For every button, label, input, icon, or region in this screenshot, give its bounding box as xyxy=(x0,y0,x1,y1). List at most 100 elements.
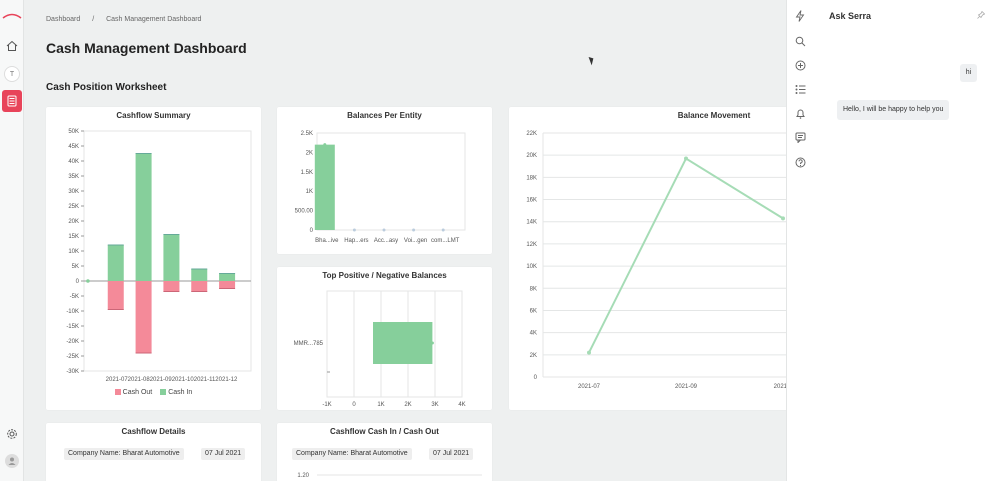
user-message: hi xyxy=(960,64,977,82)
y-tick-label: 20K xyxy=(68,219,79,225)
y-tick-label: 14K xyxy=(526,220,537,226)
x-tick-labels: 2021-072021-082021-092021-102021-112021-… xyxy=(106,377,238,383)
bar-Bha...ive xyxy=(314,144,335,230)
date-chip[interactable]: 07 Jul 2021 xyxy=(429,448,474,460)
y-tick-label: 20K xyxy=(526,153,537,159)
bar-cash-out-2021-10 xyxy=(163,281,180,292)
help-icon[interactable] xyxy=(793,155,807,169)
x-tick-label: 2021-07 xyxy=(578,384,601,390)
breadcrumb-current: Cash Management Dashboard xyxy=(106,16,202,23)
card-title: Top Positive / Negative Balances xyxy=(322,271,447,280)
y-tick-label: -15K xyxy=(66,324,79,330)
line-point-2021-09 xyxy=(684,156,688,161)
y-tick-label: 5K xyxy=(72,264,79,270)
company-chip[interactable]: Company Name: Bharat Automotive xyxy=(292,448,412,460)
bar-MMR...785 xyxy=(373,322,433,364)
balance-movement-chart: 22K 20K 18K 16K 14K 12K 10K 8K 6K 4K 2K 0 2021-07 202… xyxy=(526,131,799,390)
y-tick-label: -5K xyxy=(70,294,79,300)
cashflow-summary-card: Cashflow Summary 50K 45K 40K 35K 30K 25K 20K 15… xyxy=(46,107,261,410)
y-tick-label: 16K xyxy=(526,198,537,204)
y-tick-label: 18K xyxy=(526,175,537,181)
x-tick-label: 2021-1 xyxy=(774,384,793,390)
plus-circle-icon[interactable] xyxy=(793,58,807,72)
bar-point-MMR...785 xyxy=(430,341,434,345)
lightning-icon[interactable] xyxy=(793,9,807,23)
search-icon[interactable] xyxy=(793,34,807,48)
legend-cash-in[interactable]: Cash In xyxy=(160,389,192,396)
pin-icon[interactable] xyxy=(977,10,986,21)
y-tick-label: 1K xyxy=(306,189,313,195)
bar-cash-out-2021-12 xyxy=(219,281,236,289)
user-icon[interactable] xyxy=(5,454,19,468)
y-tick-label: -20K xyxy=(66,339,79,345)
balance-line xyxy=(588,157,784,354)
bar-point-Voi...gen xyxy=(412,228,416,232)
mouse-cursor-icon xyxy=(588,55,596,66)
x-tick-label: com...LMT xyxy=(431,238,460,244)
y-tick-label: 2K xyxy=(306,150,313,156)
breadcrumb: Dashboard / Cash Management Dashboard xyxy=(46,16,211,23)
card-title: Cashflow Cash In / Cash Out xyxy=(330,427,439,436)
bar-point-Bha...ive xyxy=(323,143,327,147)
chart-legend: Cash Out Cash In xyxy=(46,389,261,396)
y-tick-label: 1.5K xyxy=(301,170,313,176)
assistant-message: Hello, I will be happy to help you xyxy=(837,100,950,120)
home-icon[interactable] xyxy=(3,37,21,55)
line-point-2021-07 xyxy=(587,350,591,355)
y-tick-label: 35K xyxy=(68,174,79,180)
section-title: Cash Position Worksheet xyxy=(46,82,167,93)
ask-serra-panel: Ask Serra hi Hello, I will be happy to h… xyxy=(786,0,1004,481)
bar-cash-out-2021-08 xyxy=(107,281,124,310)
data-point-2021-07 xyxy=(86,279,90,283)
y-tick-label: -30K xyxy=(66,369,79,375)
chat-icon[interactable] xyxy=(793,130,807,144)
cashflow-inout-chart: 1.20 xyxy=(297,473,482,479)
cashflow-summary-chart: 50K 45K 40K 35K 30K 25K 20K 15K 10K 5K 0 -5K -10K -15… xyxy=(66,129,252,383)
x-tick-label: Voi...gen xyxy=(404,238,427,244)
y-tick-label: 0 xyxy=(534,375,538,381)
y-tick-label: 2K xyxy=(530,353,537,359)
left-rail: T xyxy=(0,0,24,481)
y-tick-label: 15K xyxy=(68,234,79,240)
x-tick-label: Bha...ive xyxy=(315,238,339,244)
card-title: Cashflow Summary xyxy=(116,111,191,120)
logo-icon[interactable] xyxy=(2,12,22,20)
company-chip[interactable]: Company Name: Bharat Automotive xyxy=(64,448,184,460)
y-tick-label: 1.20 xyxy=(297,473,309,479)
card-title: Balances Per Entity xyxy=(347,111,422,120)
bar-cash-in-2021-10 xyxy=(163,234,180,281)
bar-cash-in-2021-12 xyxy=(219,273,236,281)
bar-cash-out-2021-11 xyxy=(191,281,208,292)
gear-icon[interactable] xyxy=(3,425,21,443)
y-tick-label: 8K xyxy=(530,286,537,292)
y-tick-label: 2.5K xyxy=(301,131,313,137)
y-tick-label: 25K xyxy=(68,204,79,210)
y-tick-label: 10K xyxy=(526,264,537,270)
balance-movement-card: Balance Movement 22K 20K 18K 16K 14K 12K 10K 8K… xyxy=(509,107,799,410)
y-tick-label: 10K xyxy=(68,249,79,255)
x-tick-label: 4K xyxy=(458,402,465,408)
y-tick-label: 6K xyxy=(530,308,537,314)
legend-cash-out[interactable]: Cash Out xyxy=(114,389,152,396)
calculator-icon[interactable] xyxy=(2,90,22,112)
y-tick-label: -10K xyxy=(66,309,79,315)
breadcrumb-dashboard[interactable]: Dashboard xyxy=(46,16,81,23)
y-tick-label: MMR...785 xyxy=(294,341,324,347)
line-point-2021-11 xyxy=(781,216,785,221)
card-title: Cashflow Details xyxy=(121,427,186,436)
x-tick-label: 2K xyxy=(404,402,411,408)
avatar[interactable]: T xyxy=(4,66,20,82)
x-tick-label: 2021-09 xyxy=(675,384,698,390)
bell-icon[interactable] xyxy=(793,106,807,120)
y-tick-label: 500.00 xyxy=(295,209,314,215)
date-chip[interactable]: 07 Jul 2021 xyxy=(201,448,246,460)
x-tick-label: 3K xyxy=(431,402,438,408)
y-tick-label: 0 xyxy=(310,228,314,234)
y-tick-label: 12K xyxy=(526,242,537,248)
y-tick-label: 30K xyxy=(68,189,79,195)
list-icon[interactable] xyxy=(793,82,807,96)
balances-per-entity-card: Balances Per Entity 2.5K 2K 1.5K 1K 500.00 0 B… xyxy=(277,107,492,254)
x-tick-label: Hap...ers xyxy=(344,238,368,244)
top-balances-card: Top Positive / Negative Balances -1K 0 1K 2… xyxy=(277,267,492,410)
serra-title: Ask Serra xyxy=(829,11,872,21)
